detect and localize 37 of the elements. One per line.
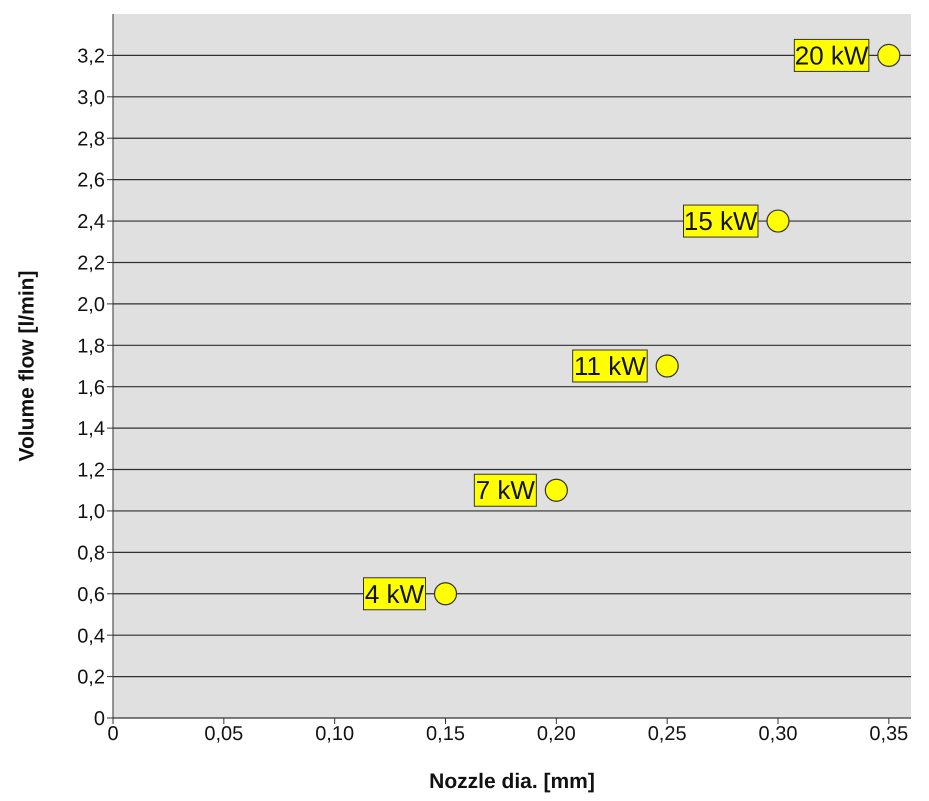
x-tick-label: 0,10 [315,723,354,746]
y-tick-label: 2,8 [77,128,105,150]
label-box: 4 kW [363,577,426,610]
label-box: 20 kW [794,38,870,72]
x-tick-label: 0,05 [204,723,244,746]
y-tick-label: 0,2 [77,666,105,689]
y-tick-label: 0,6 [77,584,105,606]
x-tick-label: 0,30 [758,723,798,746]
y-tick-label: 1,4 [77,418,105,440]
y-tick-label: 0,4 [77,625,105,648]
point [544,478,568,502]
point [766,209,790,233]
y-tick-label: 0 [94,708,105,730]
label-box: 15 kW [683,204,758,238]
y-tick-label: 2,6 [77,170,105,192]
x-axis-title: Nozzle dia. [mm] [429,770,595,793]
x-tick-label: 0,25 [648,723,687,746]
point [877,44,900,68]
y-tick-label: 1,2 [77,460,105,482]
y-tick-label: 1,0 [77,501,105,524]
x-tick-label: 0 [107,723,119,746]
y-tick-label: 2,2 [77,252,105,275]
label-box: 7 kW [474,474,537,507]
y-tick-label: 3,2 [77,46,105,68]
label-box: 11 kW [572,350,648,382]
y-tick-label: 2,0 [77,294,105,316]
y-tick-label: 1,6 [77,376,105,399]
y-tick-label: 1,8 [77,335,105,358]
point [434,582,458,606]
x-tick-label: 0,15 [426,723,465,746]
y-tick-label: 2,4 [77,211,105,234]
x-tick-label: 0,35 [869,723,908,746]
x-tick-label: 0,20 [536,723,576,746]
y-tick-label: 3,0 [77,86,105,109]
y-tick-label: 0,8 [77,542,105,564]
y-axis-title: Volume flow [l/min] [15,270,38,462]
point [656,354,679,378]
